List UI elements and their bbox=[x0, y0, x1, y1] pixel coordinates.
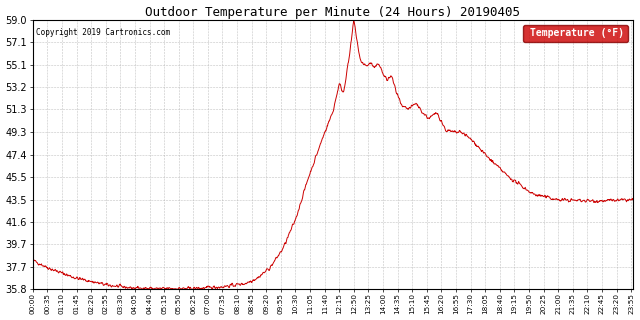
Title: Outdoor Temperature per Minute (24 Hours) 20190405: Outdoor Temperature per Minute (24 Hours… bbox=[145, 5, 520, 19]
Legend: Temperature (°F): Temperature (°F) bbox=[524, 25, 628, 42]
Text: Copyright 2019 Cartronics.com: Copyright 2019 Cartronics.com bbox=[36, 28, 170, 37]
